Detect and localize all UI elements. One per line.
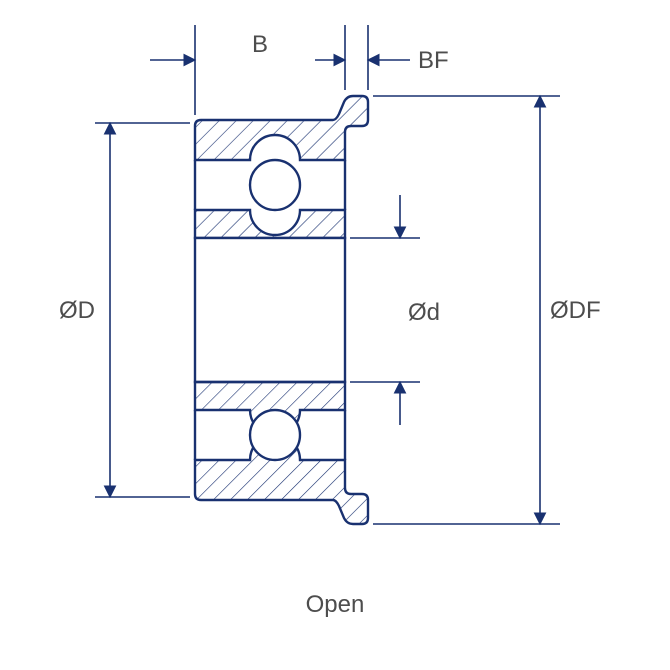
- dim-B: B: [150, 25, 345, 115]
- label-BF: BF: [418, 47, 449, 74]
- label-d: Ød: [408, 299, 440, 326]
- outer-ring-top: [195, 96, 368, 160]
- dim-D: ØD: [59, 123, 190, 497]
- bore: [195, 238, 345, 382]
- inner-ring-top: [195, 210, 345, 238]
- ball-top: [250, 160, 300, 210]
- dim-d: Ød: [350, 195, 440, 425]
- label-D: ØD: [59, 297, 95, 324]
- label-DF: ØDF: [550, 297, 601, 324]
- caption: Open: [306, 591, 365, 618]
- ball-bottom: [250, 410, 300, 460]
- dim-BF: BF: [368, 25, 449, 90]
- label-B: B: [252, 31, 268, 58]
